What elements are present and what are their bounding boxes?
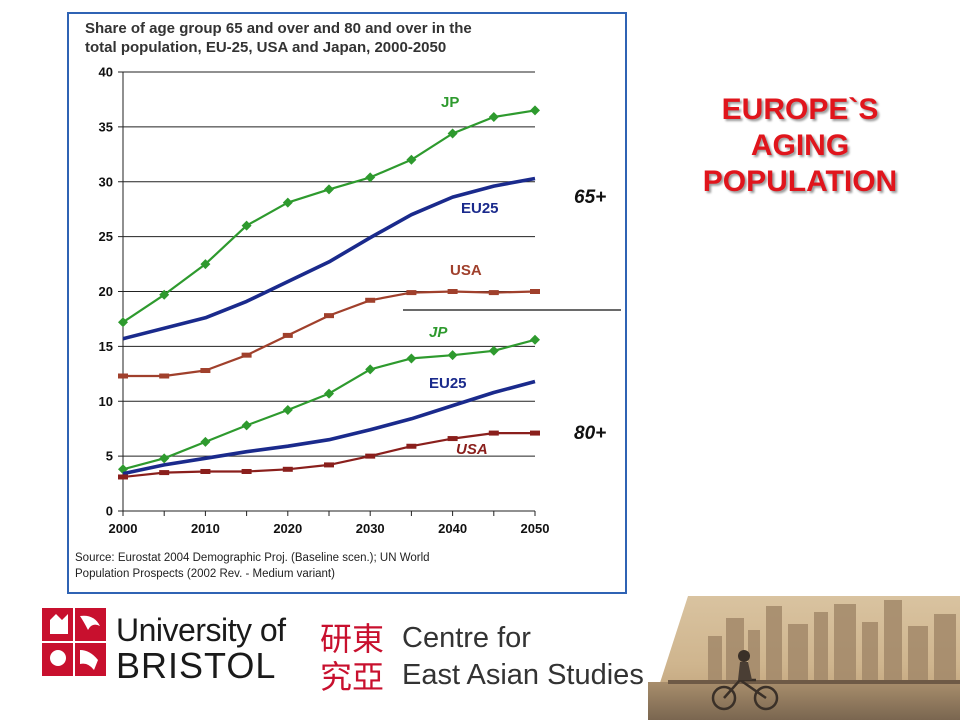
series-label-jp-80plus: JP xyxy=(429,324,448,341)
point-jp-80plus-2015 xyxy=(241,420,252,431)
slide-title: EUROPE`S AGING POPULATION xyxy=(660,92,940,200)
source-line-2: Population Prospects (2002 Rev. - Medium… xyxy=(75,568,335,580)
point-jp-80plus-2040 xyxy=(447,350,458,361)
source-line-1: Source: Eurostat 2004 Demographic Proj. … xyxy=(75,552,430,564)
point-usa-80plus-2005 xyxy=(159,470,170,476)
point-jp-65plus-2045 xyxy=(488,111,499,122)
centre-east-asian-studies-logo-icon: 研東 究亞 xyxy=(320,620,384,692)
slide-title-line-2: AGING xyxy=(750,129,850,162)
point-usa-80plus-2040 xyxy=(447,436,458,442)
point-usa-80plus-2030 xyxy=(365,453,376,459)
point-jp-65plus-2050 xyxy=(530,105,540,116)
point-jp-80plus-2010 xyxy=(200,436,211,447)
point-usa-65plus-2020 xyxy=(282,332,293,338)
bristol-wordmark-line-1: University of xyxy=(116,612,286,648)
point-jp-80plus-2020 xyxy=(282,405,293,416)
point-jp-80plus-2035 xyxy=(406,353,417,364)
y-tick-label-20: 20 xyxy=(99,284,113,299)
point-jp-65plus-2035 xyxy=(406,154,417,165)
y-tick-label-15: 15 xyxy=(99,339,113,354)
x-tick-label-2020: 2020 xyxy=(273,521,302,536)
point-jp-65plus-2015 xyxy=(241,220,252,231)
ceas-chinese-top: 研東 xyxy=(320,620,384,658)
city-bicycle-photo xyxy=(648,596,960,720)
point-jp-80plus-2025 xyxy=(324,388,334,399)
series-line-usa-65plus xyxy=(123,290,536,378)
point-usa-80plus-2015 xyxy=(241,468,252,474)
point-usa-65plus-2030 xyxy=(365,297,376,303)
y-tick-label-5: 5 xyxy=(106,449,113,464)
series-label-eu25-65plus: EU25 xyxy=(461,200,499,217)
point-usa-80plus-2050 xyxy=(530,430,540,436)
chart-title-line-2: total population, EU-25, USA and Japan, … xyxy=(85,39,446,56)
y-tick-label-35: 35 xyxy=(99,119,113,134)
series-label-usa-65plus: USA xyxy=(450,262,482,279)
point-usa-65plus-2000 xyxy=(118,373,128,379)
point-usa-80plus-2045 xyxy=(488,430,499,436)
x-tick-label-2000: 2000 xyxy=(109,521,138,536)
chart-panel: Share of age group 65 and over and 80 an… xyxy=(67,12,627,594)
point-usa-65plus-2010 xyxy=(200,368,211,374)
point-jp-80plus-2005 xyxy=(159,453,170,464)
ceas-chinese-bottom: 究亞 xyxy=(320,658,384,692)
slide-title-line-1: EUROPE`S xyxy=(721,93,879,126)
university-of-bristol-logo-icon xyxy=(42,608,106,676)
series-label-jp-65plus: JP xyxy=(441,94,459,111)
point-usa-65plus-2035 xyxy=(406,290,417,296)
series-label-eu25-80plus: EU25 xyxy=(429,375,467,392)
group-label-65plus: 65+ xyxy=(574,187,606,208)
point-jp-65plus-2020 xyxy=(282,197,293,208)
point-usa-65plus-2025 xyxy=(324,313,334,319)
y-tick-label-0: 0 xyxy=(106,504,113,519)
point-jp-65plus-2000 xyxy=(118,317,128,328)
x-tick-label-2050: 2050 xyxy=(521,521,550,536)
y-tick-label-25: 25 xyxy=(99,229,113,244)
x-tick-label-2010: 2010 xyxy=(191,521,220,536)
point-jp-65plus-2040 xyxy=(447,128,458,139)
y-tick-label-40: 40 xyxy=(99,65,113,80)
series-label-usa-80plus: USA xyxy=(456,441,488,458)
point-usa-65plus-2050 xyxy=(530,289,540,294)
chart-title-line-1: Share of age group 65 and over and 80 an… xyxy=(85,20,472,37)
university-of-bristol-wordmark: University of BRISTOL xyxy=(116,614,286,684)
series-line-eu25-80plus xyxy=(122,379,536,476)
bristol-wordmark-line-2: BRISTOL xyxy=(116,645,277,686)
x-tick-label-2040: 2040 xyxy=(438,521,467,536)
point-jp-80plus-2050 xyxy=(530,334,540,345)
point-usa-65plus-2015 xyxy=(241,352,252,358)
point-jp-65plus-2030 xyxy=(365,172,376,183)
point-usa-80plus-2025 xyxy=(324,462,334,468)
point-usa-80plus-2020 xyxy=(282,466,293,472)
ceas-wordmark-line-2: East Asian Studies xyxy=(402,659,644,691)
point-jp-65plus-2010 xyxy=(200,259,211,270)
slide-title-line-3: POPULATION xyxy=(702,165,898,198)
point-usa-65plus-2040 xyxy=(447,289,458,294)
point-usa-80plus-2035 xyxy=(406,443,417,449)
point-jp-80plus-2045 xyxy=(488,345,499,356)
centre-east-asian-studies-wordmark: Centre for East Asian Studies xyxy=(402,620,644,694)
group-label-80plus: 80+ xyxy=(574,423,606,444)
series-line-eu25-65plus xyxy=(122,176,536,341)
point-usa-80plus-2010 xyxy=(200,468,211,474)
x-tick-label-2030: 2030 xyxy=(356,521,385,536)
point-usa-65plus-2045 xyxy=(488,290,499,296)
point-jp-65plus-2025 xyxy=(324,184,334,195)
line-chart: Share of age group 65 and over and 80 an… xyxy=(75,20,621,580)
point-jp-80plus-2030 xyxy=(365,364,376,375)
y-tick-label-10: 10 xyxy=(99,394,113,409)
point-jp-65plus-2005 xyxy=(159,289,170,300)
ceas-wordmark-line-1: Centre for xyxy=(402,622,531,654)
y-tick-label-30: 30 xyxy=(99,174,113,189)
point-usa-80plus-2000 xyxy=(118,474,128,480)
point-usa-65plus-2005 xyxy=(159,373,170,379)
